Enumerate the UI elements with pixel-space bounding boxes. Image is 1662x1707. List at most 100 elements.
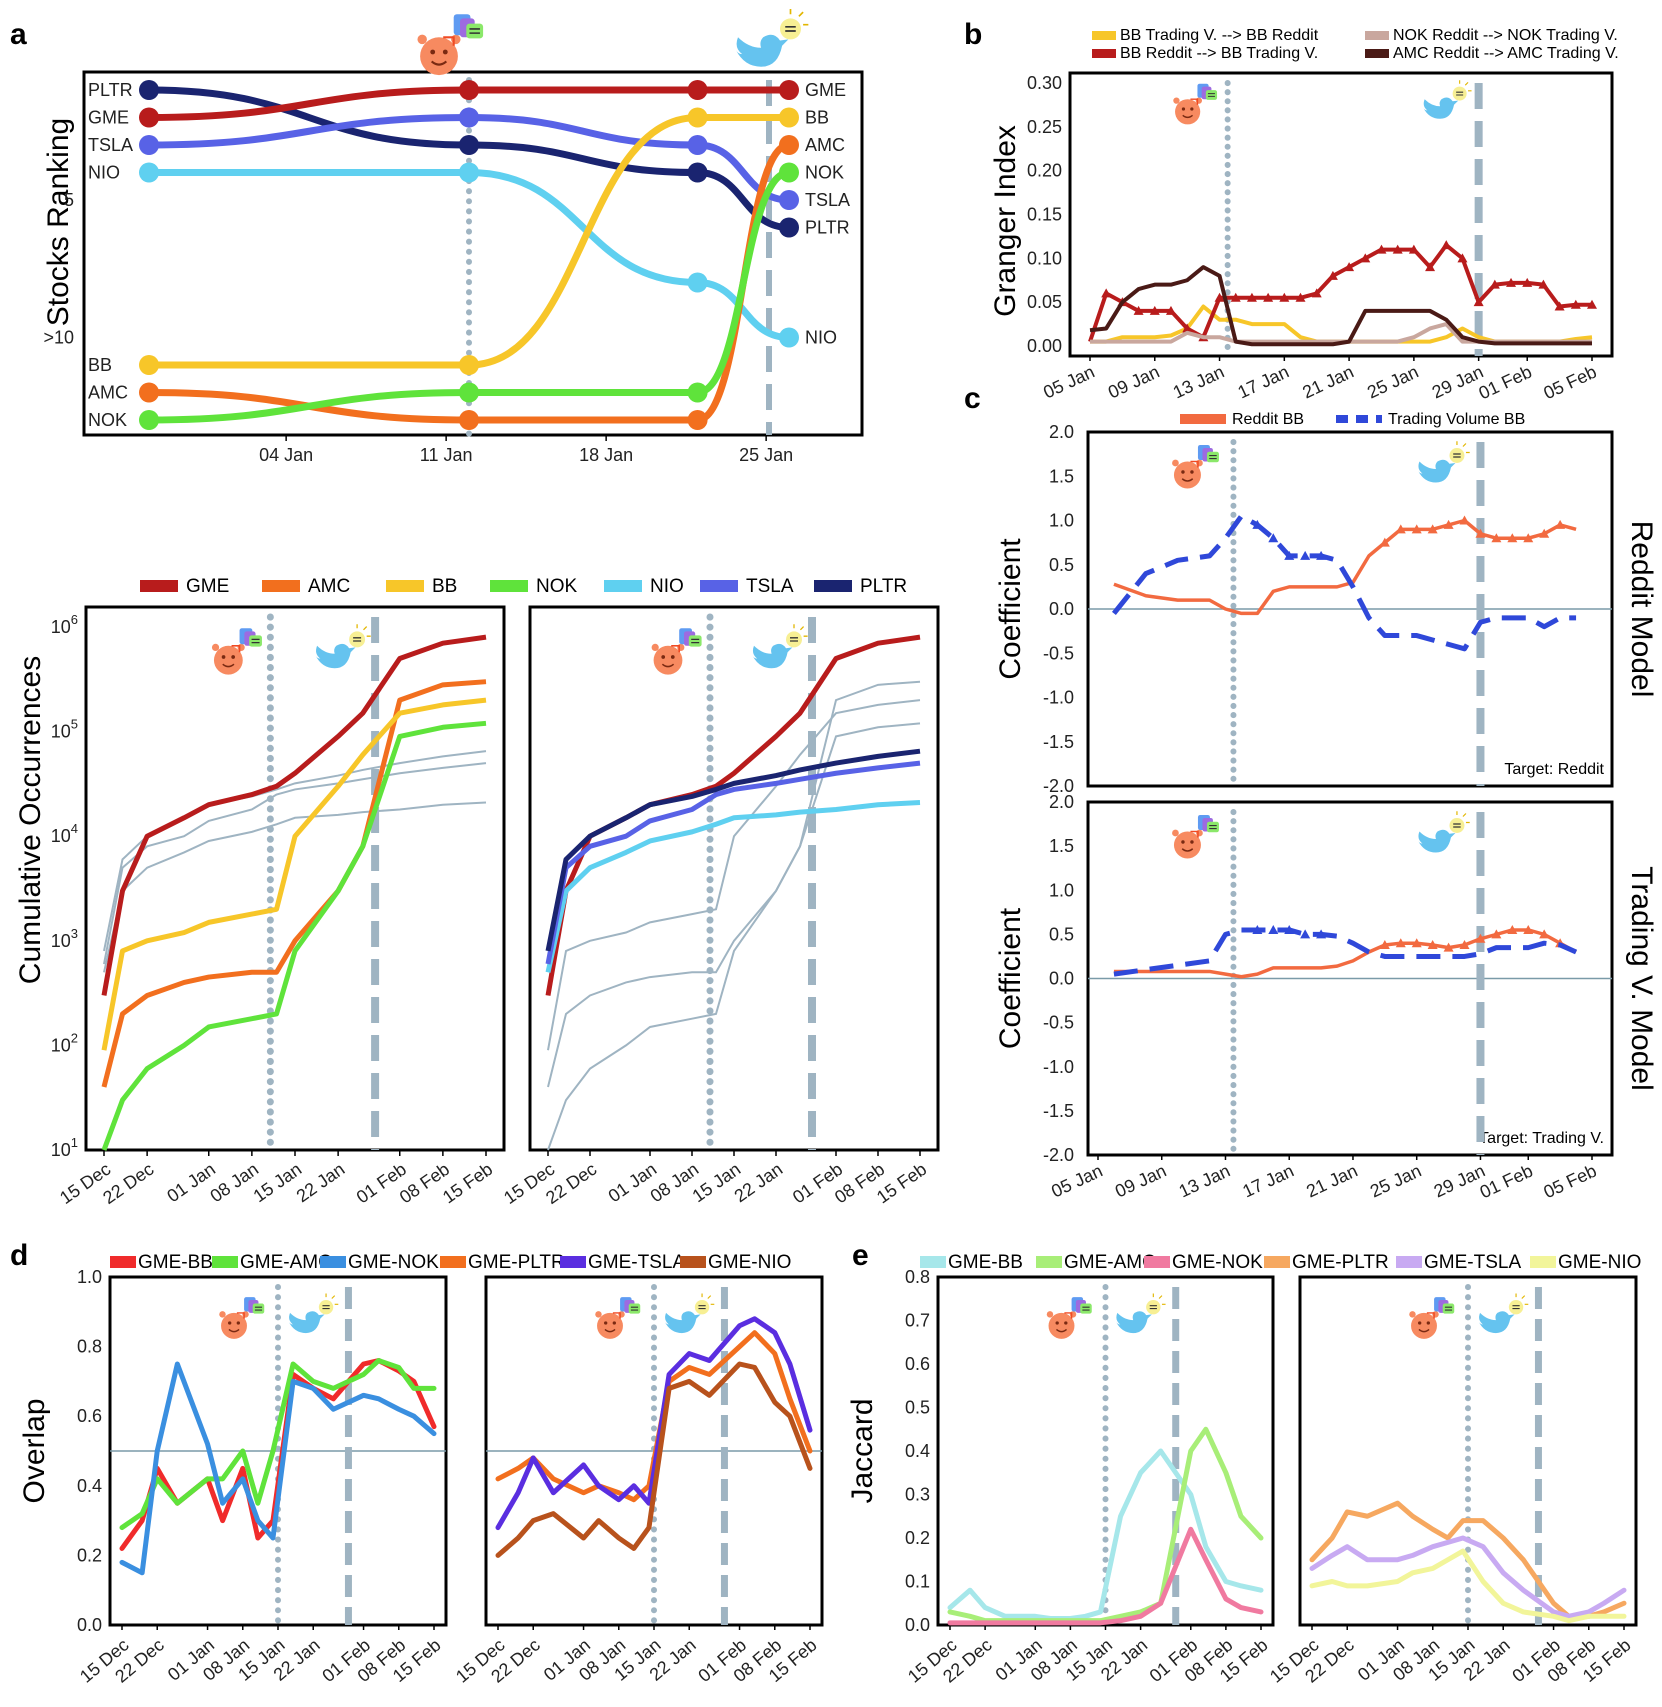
panel-e-legend-swatch: [1036, 1256, 1062, 1268]
reddit-icon: [1172, 83, 1218, 126]
panel-b-marker: [1230, 292, 1241, 302]
panel-b-marker: [1344, 262, 1355, 272]
cum-xtick: 08 Jan: [206, 1159, 262, 1206]
panel-a-series-TSLA: [145, 113, 793, 204]
twitter-icon: [664, 1292, 715, 1334]
panel-b-xtick: 09 Jan: [1105, 361, 1162, 402]
panel-b-xtick: 13 Jan: [1170, 361, 1227, 402]
panel-c-marker: [1395, 938, 1406, 948]
panel-a: a Stocks Ranking 04 Jan 11 Jan 18 Jan 25 Jan 5…: [10, 8, 864, 465]
cum-series-AMC: [101, 679, 487, 1088]
panel-a-point-NOK: [459, 382, 479, 403]
panel-e-legend-swatch: [1530, 1256, 1556, 1268]
panel-c-marker: [1316, 929, 1327, 939]
panel-d-legend-label: GME-AMC: [240, 1252, 332, 1273]
panel-a-point-NIO: [139, 162, 159, 183]
panel-b-marker: [1506, 277, 1517, 287]
panel-c-marker: [1379, 939, 1390, 949]
panel-b-xtick: 17 Jan: [1235, 361, 1292, 402]
panel-c-marker: [1443, 519, 1454, 529]
panel-c-marker: [1252, 519, 1263, 529]
reddit-icon: [218, 1296, 265, 1340]
panel-a-left-label-GME: GME: [88, 108, 129, 128]
panel-b-marker: [1327, 270, 1338, 280]
panel-a-series-PLTR: [145, 86, 793, 231]
reddit-icon: [416, 13, 485, 77]
cum-xtick: 22 Jan: [731, 1159, 787, 1206]
panel-b-series-3: [1089, 265, 1592, 347]
panel-b-ytick: 0.15: [1027, 205, 1062, 225]
panel-b-series-2: [1090, 322, 1592, 344]
panel-a-point-TSLA: [459, 107, 479, 128]
panel-c-sub-1: -2.0 -1.5 -1.0 -0.5 0.0 0.5 1.0 1.5 2.0 Coefficie…: [994, 422, 1658, 796]
panel-d-legend-swatch: [212, 1256, 238, 1268]
panel-e-legend-label: GME-NOK: [1172, 1252, 1263, 1273]
panel-a-right-label-TSLA: TSLA: [805, 190, 850, 210]
panel-c-marker: [1268, 924, 1279, 934]
panel-a-point-BB: [459, 355, 479, 375]
cum-ytick-exp: 2: [71, 1030, 78, 1045]
panel-a-xtick: 04 Jan: [259, 445, 313, 465]
cum-series-TSLA: [545, 760, 921, 965]
panel-a-left-label-AMC: AMC: [88, 383, 128, 403]
panel-c-xtick: 17 Jan: [1239, 1160, 1296, 1201]
panel-c-ytick: 1.5: [1049, 836, 1074, 856]
panel-c-label: c: [964, 382, 981, 415]
panel-a-xtick: 11 Jan: [420, 445, 473, 465]
panel-a-frame: [82, 70, 864, 437]
panel-c-marker: [1427, 939, 1438, 949]
panel-e-ytick: 0.3: [905, 1485, 930, 1505]
panel-a-left-label-BB: BB: [88, 355, 112, 375]
panel-c-marker: [1523, 924, 1534, 934]
cum-legend-swatch-GME: [140, 580, 178, 592]
panel-b-legend-label: AMC Reddit --> AMC Trading V.: [1393, 45, 1619, 62]
panel-c-ytick: 1.0: [1049, 511, 1074, 531]
panel-d-legend-swatch: [680, 1256, 706, 1268]
panel-c-target: Target: Trading V.: [1479, 1130, 1604, 1147]
panel-c-series-0: [1113, 518, 1577, 616]
reddit-icon: [1171, 444, 1220, 490]
panel-a-point-GME: [459, 80, 479, 100]
panel-a-point-GME: [139, 107, 159, 128]
panel-c-legend-label-reddit: Reddit BB: [1232, 411, 1304, 428]
panel-b-legend-swatch: [1092, 31, 1116, 40]
panel-a-point-TSLA: [139, 135, 159, 155]
panel-b-xtick: 05 Jan: [1040, 361, 1097, 402]
panel-c-legend-swatch-reddit: [1180, 414, 1226, 424]
panel-c-ytick: 0.5: [1049, 924, 1074, 944]
cum-ytick: 106: [51, 612, 78, 637]
panel-e-ytick: 0.8: [905, 1267, 930, 1287]
twitter-icon: [751, 623, 809, 669]
panel-c-marker: [1507, 924, 1518, 934]
cum-legend-label-GME: GME: [186, 576, 229, 597]
panel-d-legend-swatch: [110, 1256, 136, 1268]
panel-d-legend-label: GME-NIO: [708, 1252, 791, 1273]
panel-c-ylabel: Coefficient: [994, 907, 1027, 1049]
panel-c-ytick: -2.0: [1043, 776, 1074, 796]
panel-d-series-3: [495, 1330, 813, 1503]
panel-b-frame: [1068, 71, 1614, 358]
panel-d-legend-label: GME-TSLA: [588, 1252, 685, 1273]
cum-grey-BB: [547, 699, 921, 1051]
cum-legend-label-TSLA: TSLA: [746, 576, 794, 597]
panel-e-series-5: [1309, 1548, 1627, 1624]
panel-c-ytick: -0.5: [1043, 643, 1074, 663]
twitter-icon: [1422, 79, 1473, 120]
panel-c-model-title: Trading V. Model: [1625, 866, 1658, 1091]
panel-a-point-BB: [687, 107, 708, 128]
cum-ytick: 105: [51, 717, 78, 742]
panel-a-point-TSLA: [687, 135, 708, 155]
panel-b-ytick: 0.05: [1027, 292, 1062, 312]
reddit-icon: [650, 627, 703, 676]
cum-xtick: 01 Jan: [163, 1159, 219, 1206]
panel-a-right-label-BB: BB: [805, 108, 829, 128]
panel-c-series-1: [1113, 927, 1578, 977]
panel-d-ylabel: Overlap: [18, 1398, 51, 1503]
panel-b-marker: [1408, 244, 1419, 254]
panel-a-point-NIO: [459, 162, 479, 183]
cum-legend-swatch-PLTR: [814, 580, 852, 592]
panel-a-point-GME: [687, 80, 708, 100]
panel-a-point-AMC: [139, 382, 159, 403]
